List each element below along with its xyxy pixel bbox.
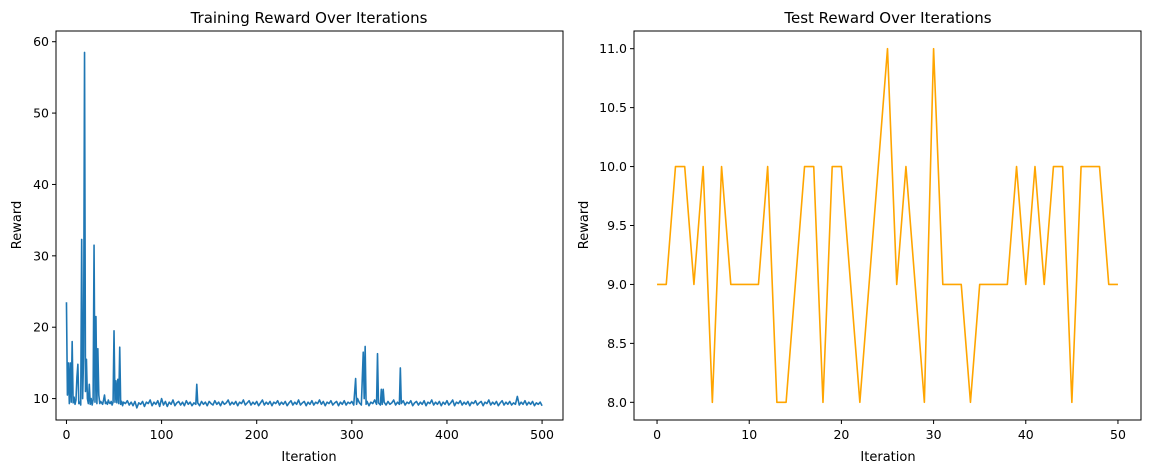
training-reward-chart: Training Reward Over Iterations Iteratio…: [10, 9, 564, 465]
y-tick-label: 9.0: [607, 277, 627, 292]
x-tick-label: 0: [62, 427, 70, 442]
test-reward-line: [657, 47, 1118, 404]
plot-frame: [55, 30, 564, 421]
x-tick-label: 500: [530, 427, 554, 442]
x-tick-label: 10: [741, 427, 757, 442]
y-tick-label: 8.5: [607, 336, 627, 351]
chart-title: Training Reward Over Iterations: [190, 9, 428, 27]
axis-ticks: 0 10 20 30 40 50 8.0 8.5 9.0 9.5 10.0 10.5 11.0: [599, 41, 1126, 442]
x-tick-label: 400: [435, 427, 459, 442]
x-tick-label: 20: [833, 427, 849, 442]
x-tick-label: 50: [1110, 427, 1126, 442]
y-tick-label: 20: [33, 320, 49, 335]
y-tick-label: 10: [33, 391, 49, 406]
y-tick-label: 40: [33, 177, 49, 192]
y-axis-label: Reward: [10, 201, 25, 249]
plot-frame: [633, 30, 1142, 421]
chart-title: Test Reward Over Iterations: [783, 9, 991, 27]
x-tick-label: 40: [1018, 427, 1034, 442]
y-tick-label: 30: [33, 248, 49, 263]
training-reward-line: [65, 51, 543, 409]
test-reward-chart: Test Reward Over Iterations Iteration Re…: [577, 9, 1142, 465]
x-tick-label: 300: [340, 427, 364, 442]
y-axis-label: Reward: [577, 201, 592, 249]
y-tick-label: 50: [33, 106, 49, 121]
y-tick-label: 10.5: [599, 100, 627, 115]
x-tick-label: 0: [653, 427, 661, 442]
x-tick-label: 30: [926, 427, 942, 442]
y-tick-label: 8.0: [607, 395, 627, 410]
x-axis-label: Iteration: [860, 450, 915, 465]
x-tick-label: 100: [150, 427, 174, 442]
y-tick-label: 11.0: [599, 41, 627, 56]
axis-ticks: 0 100 200 300 400 500 10 20 30 40 50 60: [33, 34, 554, 442]
y-tick-label: 10.0: [599, 159, 627, 174]
y-tick-label: 9.5: [607, 218, 627, 233]
y-tick-label: 60: [33, 34, 49, 49]
x-tick-label: 200: [245, 427, 269, 442]
x-axis-label: Iteration: [281, 450, 336, 465]
